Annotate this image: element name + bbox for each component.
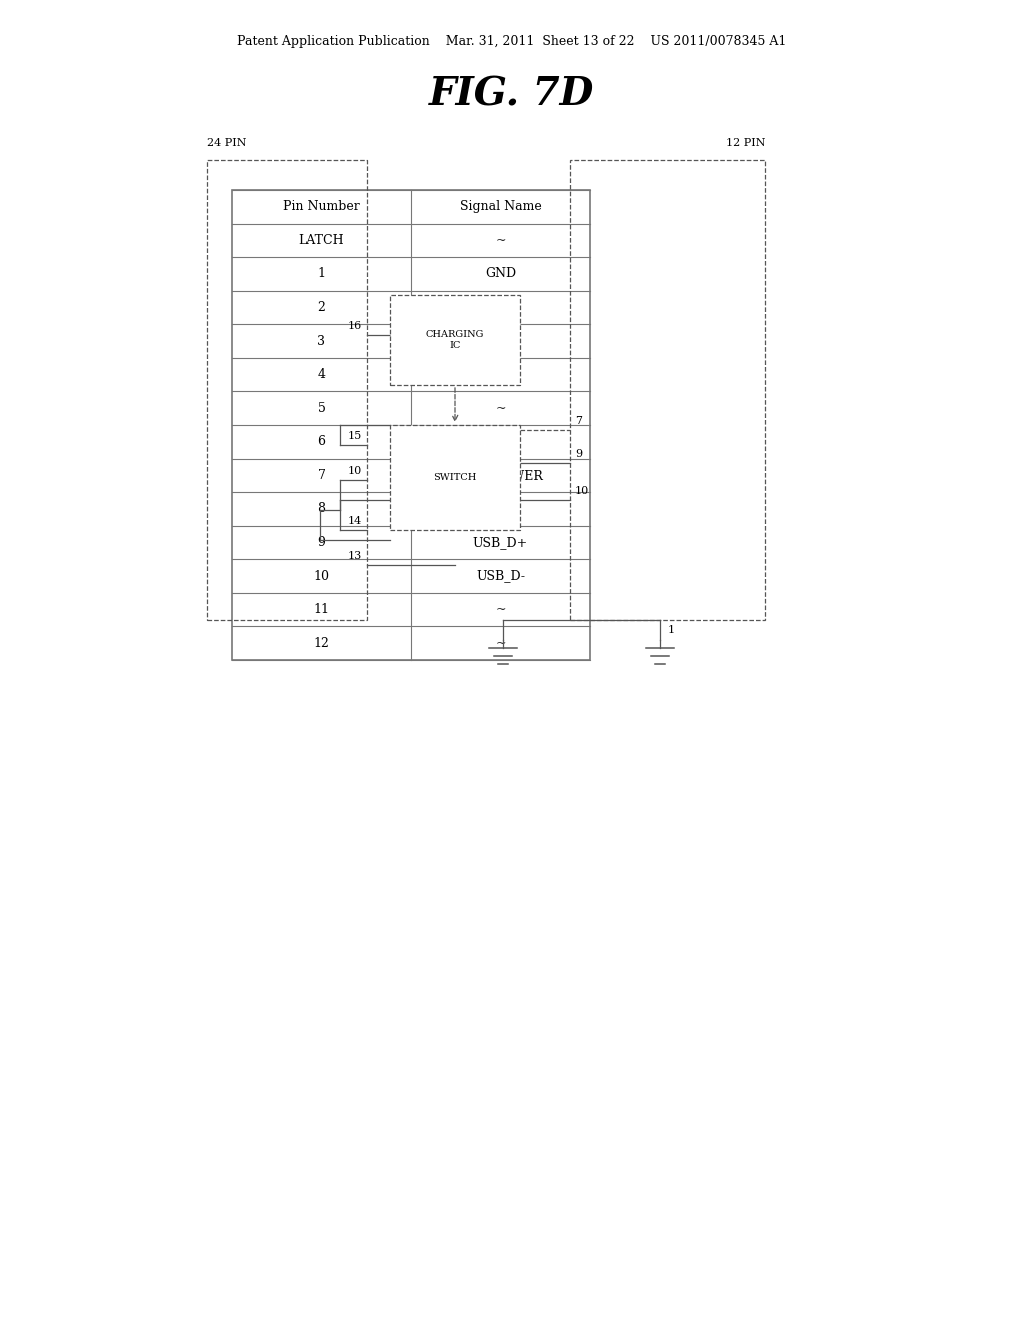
Text: ~: ~ bbox=[496, 234, 506, 247]
Text: FIG. 7D: FIG. 7D bbox=[429, 75, 595, 114]
Text: 1: 1 bbox=[317, 268, 326, 280]
Text: 9: 9 bbox=[317, 536, 326, 549]
Text: 15: 15 bbox=[348, 432, 362, 441]
Text: ~: ~ bbox=[496, 603, 506, 616]
Bar bbox=[232, 190, 590, 660]
Text: LATCH: LATCH bbox=[299, 234, 344, 247]
Text: Pin Number: Pin Number bbox=[283, 201, 359, 214]
Text: 12 PIN: 12 PIN bbox=[725, 139, 765, 148]
Bar bbox=[207, 160, 367, 620]
Text: ~: ~ bbox=[496, 503, 506, 515]
Text: Patent Application Publication    Mar. 31, 2011  Sheet 13 of 22    US 2011/00783: Patent Application Publication Mar. 31, … bbox=[238, 36, 786, 48]
Text: 9: 9 bbox=[575, 449, 582, 459]
Bar bbox=[390, 294, 520, 385]
Text: 16: 16 bbox=[348, 321, 362, 331]
Text: 13: 13 bbox=[348, 550, 362, 561]
Text: 12: 12 bbox=[313, 636, 330, 649]
Text: 10: 10 bbox=[313, 569, 330, 582]
Text: 5: 5 bbox=[317, 401, 326, 414]
Text: ~: ~ bbox=[496, 368, 506, 381]
Text: 10: 10 bbox=[575, 486, 589, 496]
Text: ~: ~ bbox=[496, 334, 506, 347]
Text: USB_POWER: USB_POWER bbox=[458, 469, 543, 482]
Text: 10: 10 bbox=[348, 466, 362, 477]
Text: SWITCH: SWITCH bbox=[433, 473, 477, 482]
Text: 2: 2 bbox=[317, 301, 326, 314]
Text: ~: ~ bbox=[496, 636, 506, 649]
Text: ~: ~ bbox=[496, 401, 506, 414]
Text: USB_D-: USB_D- bbox=[476, 569, 525, 582]
Text: CHARGING
IC: CHARGING IC bbox=[426, 330, 484, 350]
Text: ~: ~ bbox=[496, 301, 506, 314]
Text: 11: 11 bbox=[313, 603, 330, 616]
Text: 24 PIN: 24 PIN bbox=[207, 139, 247, 148]
Text: USB_D+: USB_D+ bbox=[473, 536, 528, 549]
Bar bbox=[570, 160, 765, 620]
Text: 3: 3 bbox=[317, 334, 326, 347]
Text: GND: GND bbox=[485, 268, 516, 280]
Text: 6: 6 bbox=[317, 436, 326, 449]
Text: 4: 4 bbox=[317, 368, 326, 381]
Text: 14: 14 bbox=[348, 516, 362, 525]
Text: 1: 1 bbox=[668, 624, 675, 635]
Text: 7: 7 bbox=[575, 416, 582, 426]
Text: Signal Name: Signal Name bbox=[460, 201, 542, 214]
Text: 8: 8 bbox=[317, 503, 326, 515]
Bar bbox=[390, 425, 520, 531]
Text: 7: 7 bbox=[317, 469, 326, 482]
Text: ~: ~ bbox=[496, 436, 506, 449]
